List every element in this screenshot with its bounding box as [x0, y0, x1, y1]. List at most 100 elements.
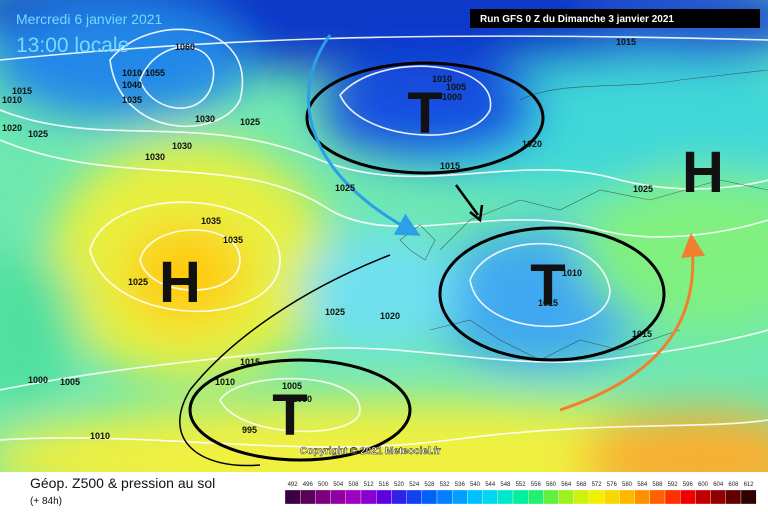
scale-label: 516: [379, 482, 390, 488]
isobar-label: 1040: [122, 80, 142, 90]
isobar-label: 1025: [633, 184, 653, 194]
scale-label: 552: [516, 482, 527, 488]
scale-label: 500: [318, 482, 329, 488]
isobar-label: 1010: [562, 268, 582, 278]
isobar-label: 1010: [432, 74, 452, 84]
isobar-label: 1005: [60, 377, 80, 387]
scale-label: 612: [744, 482, 755, 488]
scale-label: 504: [333, 482, 344, 488]
isobar-label: 1015: [440, 161, 460, 171]
isobar-label: 1000: [292, 394, 312, 404]
isobar-label: 1015: [240, 357, 260, 367]
scale-swatch: [345, 489, 362, 505]
scale-label: 544: [485, 482, 496, 488]
copyright: Copyright © 2021 Meteociel.fr: [300, 446, 441, 457]
isobar-label: 1025: [28, 129, 48, 139]
forecast: (+ 84h): [30, 496, 62, 507]
scale-label: 560: [546, 482, 557, 488]
isobar-label: 1020: [380, 311, 400, 321]
scale-swatch: [467, 489, 483, 505]
scale-label: 596: [683, 482, 694, 488]
time: 13:00 locale: [16, 34, 129, 57]
system-label: T: [530, 253, 565, 318]
scale-swatch: [300, 489, 316, 505]
scale-swatch: [710, 489, 726, 505]
scale-label: 536: [455, 482, 466, 488]
isobar-label: 1015: [632, 329, 652, 339]
run-box: [470, 9, 760, 28]
scale-label: 588: [652, 482, 663, 488]
scale-swatch: [604, 489, 620, 505]
scale-label: 524: [409, 482, 420, 488]
system-label: H: [159, 250, 201, 315]
scale-swatch: [512, 489, 529, 505]
scale-label: 528: [424, 482, 435, 488]
scale-label: 540: [470, 482, 481, 488]
scale-swatch: [315, 489, 331, 505]
scale-label: 608: [728, 482, 739, 488]
isobar-label: 1035: [201, 216, 221, 226]
isobar-label: 1035: [122, 95, 142, 105]
isobar-label: 1055: [145, 68, 165, 78]
isobar-label: 1035: [223, 235, 243, 245]
footer-title: Géop. Z500 & pression au sol: [30, 475, 215, 491]
isobar-label: 1025: [335, 183, 355, 193]
scale-swatch: [284, 489, 301, 505]
scale-label: 568: [576, 482, 587, 488]
isobar-label: 1030: [145, 152, 165, 162]
scale-swatch: [330, 489, 346, 505]
isobar-label: 1000: [28, 375, 48, 385]
scale-swatch: [482, 489, 498, 505]
isobar-label: 1060: [175, 42, 195, 52]
isobar-label: 1025: [128, 277, 148, 287]
isobar-label: 1025: [240, 117, 260, 127]
system-label: H: [682, 140, 724, 205]
scale-label: 564: [561, 482, 572, 488]
isobar-label: 1030: [172, 141, 192, 151]
isobar-label: 1015: [538, 298, 558, 308]
scale-swatch: [376, 489, 392, 505]
isobar-label: 1010: [122, 68, 142, 78]
scale-swatch: [588, 489, 605, 505]
isobar-label: 1025: [325, 307, 345, 317]
scale-label: 572: [592, 482, 603, 488]
scale-swatch: [619, 489, 635, 505]
isobar-label: 1005: [282, 381, 302, 391]
isobar-label: 1020: [2, 123, 22, 133]
scale-swatch: [558, 489, 574, 505]
scale-label: 580: [622, 482, 633, 488]
isobar-label: 1010: [2, 95, 22, 105]
isobar-label: 1030: [195, 114, 215, 124]
scale-label: 576: [607, 482, 618, 488]
scale-label: 492: [288, 482, 299, 488]
scale-label: 600: [698, 482, 709, 488]
scale-label: 512: [364, 482, 375, 488]
isobar-label: 1015: [12, 86, 32, 96]
run: Run GFS 0 Z du Dimanche 3 janvier 2021: [480, 14, 674, 25]
scale-label: 520: [394, 482, 405, 488]
isobar-label: 1010: [215, 377, 235, 387]
scale-label: 532: [440, 482, 451, 488]
isobar-label: 1000: [442, 92, 462, 102]
scale-swatch: [421, 489, 438, 505]
scale-swatch: [360, 489, 377, 505]
scale-swatch: [634, 489, 650, 505]
system-label: T: [272, 383, 307, 448]
scale-swatch: [452, 489, 468, 505]
isobar-label: 1015: [616, 37, 636, 47]
isobar-label: 1020: [522, 139, 542, 149]
scale-swatch: [573, 489, 590, 505]
isobar-label: 1005: [446, 82, 466, 92]
scale-swatch: [406, 489, 422, 505]
scale-swatch: [740, 489, 757, 505]
scale-label: 592: [668, 482, 679, 488]
scale-swatch: [680, 489, 696, 505]
isobar-labels: 1060 1010 1055 1040 1035 1015 1010 1020 …: [2, 37, 653, 441]
scale-swatch: [436, 489, 453, 505]
scale-label: 508: [348, 482, 359, 488]
scale-swatch: [649, 489, 666, 505]
isobar-label: 1010: [90, 431, 110, 441]
scale-label: 584: [637, 482, 648, 488]
